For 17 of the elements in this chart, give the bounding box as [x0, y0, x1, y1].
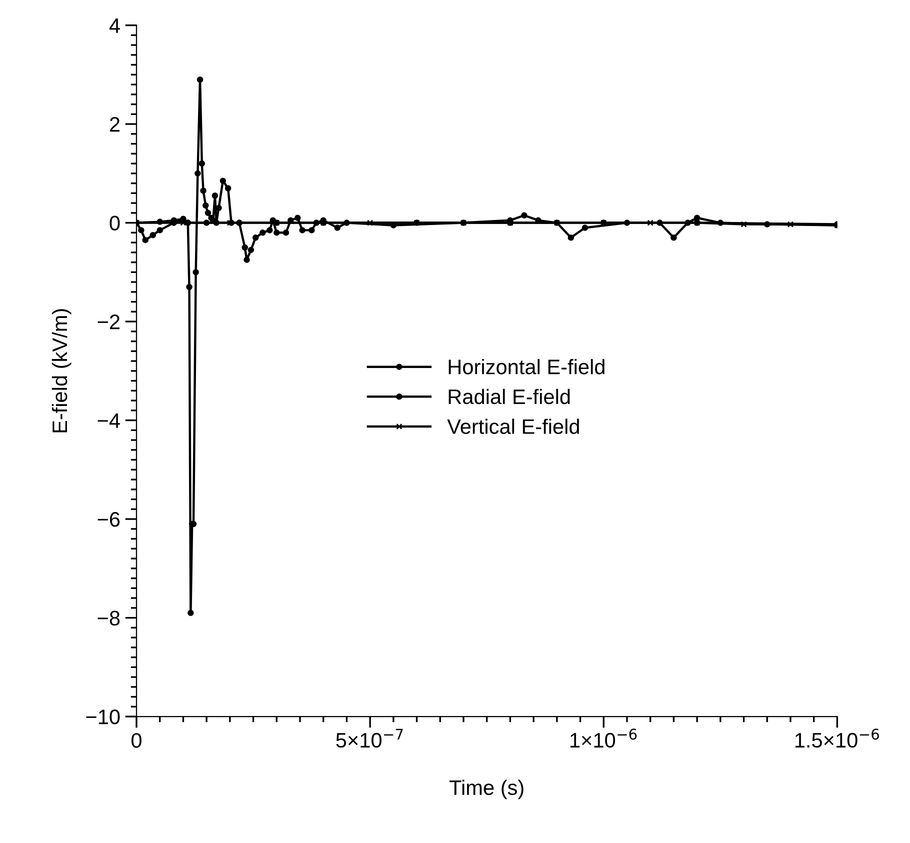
x-tick-label: 1×10$^{−6}$: [570, 728, 637, 748]
legend-label: Radial E-field: [448, 388, 570, 404]
y-tick-label: −6: [98, 512, 120, 527]
y-axis-title: E-field (kV/m): [52, 309, 72, 432]
y-tick-label: 4: [109, 18, 120, 33]
x-axis-title: Time (s): [450, 780, 524, 800]
x-tick-label: 0: [132, 733, 142, 748]
y-tick-label: −10: [86, 710, 120, 724]
y-tick-label: −4: [98, 414, 120, 428]
y-tick-label: −8: [98, 610, 120, 626]
x-tick-label: 5×10$^{−7}$: [336, 728, 403, 748]
y-tick-label: 0: [110, 216, 120, 231]
y-tick-label: 2: [110, 117, 120, 132]
y-tick-label: −2: [98, 314, 120, 330]
x-tick-label: 1.5×10$^{−6}$: [795, 728, 879, 748]
legend-label: Horizontal E-field: [448, 359, 604, 374]
legend-label: Vertical E-field: [447, 418, 579, 434]
